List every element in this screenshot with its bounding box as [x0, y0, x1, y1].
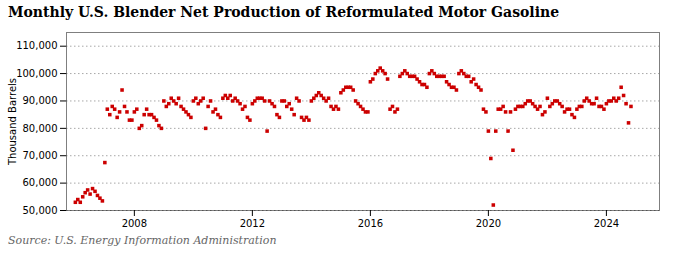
svg-text:2024: 2024 [594, 218, 619, 229]
svg-text:Thousand Barrels: Thousand Barrels [7, 78, 18, 166]
svg-text:2012: 2012 [240, 218, 265, 229]
svg-text:90,000: 90,000 [23, 95, 58, 106]
svg-text:2016: 2016 [358, 218, 383, 229]
svg-text:50,000: 50,000 [23, 205, 58, 216]
svg-text:110,000: 110,000 [16, 40, 57, 51]
svg-text:2020: 2020 [476, 218, 501, 229]
svg-text:70,000: 70,000 [23, 150, 58, 161]
svg-text:2008: 2008 [122, 218, 147, 229]
svg-text:80,000: 80,000 [23, 123, 58, 134]
html-text:Source: U.S. Energy Informatio: Source: U.S. Energy Information Administ… [8, 234, 277, 247]
svg-text:60,000: 60,000 [23, 177, 58, 188]
svg-text:100,000: 100,000 [16, 68, 57, 79]
html-text:Monthly U.S. Blender Net Produ: Monthly U.S. Blender Net Production of R… [8, 4, 560, 20]
